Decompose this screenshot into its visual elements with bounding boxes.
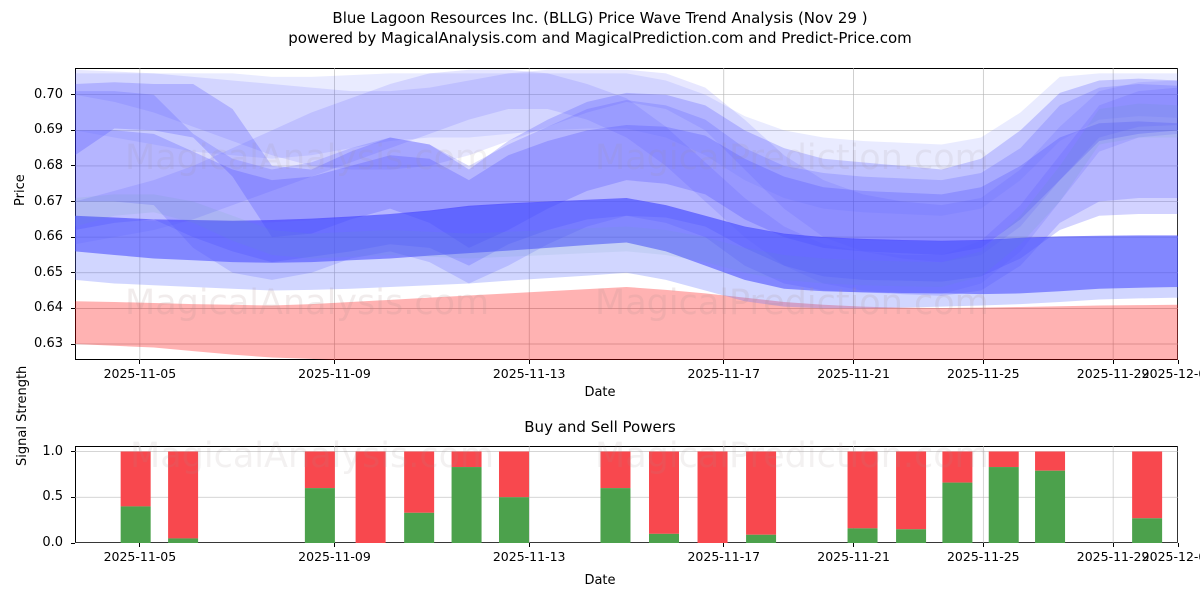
- price-y-tick: 0.65: [34, 264, 63, 280]
- chart-subtitle: powered by MagicalAnalysis.com and Magic…: [288, 29, 912, 47]
- price-x-tickmark: [853, 360, 855, 364]
- price-x-tick: 2025-11-25: [946, 366, 1020, 381]
- page-title: Blue Lagoon Resources Inc. (BLLG) Price …: [0, 8, 1200, 48]
- price-x-tickmark: [1177, 360, 1179, 364]
- signal-x-tickmark: [1177, 543, 1179, 547]
- signal-x-tick: 2025-11-25: [946, 549, 1020, 564]
- signal-x-tickmark: [139, 543, 141, 547]
- signal-chart: MagicalAnalysis.comMagicalPrediction.com…: [15, 366, 1200, 563]
- signal-y-axis-label: Signal Strength: [15, 365, 30, 466]
- price-x-tick: 2025-11-09: [298, 366, 371, 381]
- price-x-tick: 2025-11-13: [492, 366, 566, 381]
- price-y-tickmark: [71, 94, 75, 96]
- price-x-tick: 2025-11-17: [687, 366, 761, 381]
- signal-x-tickmark: [1112, 543, 1114, 547]
- price-x-tick: 2025-11-21: [817, 366, 890, 381]
- signal-x-tick: 2025-11-05: [103, 549, 177, 564]
- price-y-tickmark: [71, 343, 75, 345]
- price-y-axis-label: Price: [13, 174, 28, 206]
- signal-x-tick: 2025-11-29: [1076, 549, 1150, 564]
- signal-x-tick: 2025-11-13: [492, 549, 566, 564]
- price-chart: MagicalAnalysis.comMagicalPrediction.com…: [13, 68, 1200, 380]
- price-x-axis-label: Date: [584, 385, 616, 400]
- price-x-tick: 2025-11-05: [103, 366, 177, 381]
- signal-x-tickmark: [528, 543, 530, 547]
- signal-y-tickmark: [71, 451, 75, 452]
- signal-y-tick: 0.5: [42, 489, 63, 505]
- price-y-tickmark: [71, 165, 75, 167]
- price-x-tickmark: [334, 360, 335, 364]
- price-x-tickmark: [982, 360, 984, 364]
- signal-x-tick: 2025-11-17: [687, 549, 761, 564]
- price-x-tickmark: [723, 360, 725, 364]
- signal-x-tick: 2025-12-01: [1141, 549, 1200, 564]
- price-y-tick: 0.69: [34, 122, 63, 138]
- price-y-tickmark: [71, 272, 75, 274]
- signal-x-tickmark: [723, 543, 725, 547]
- price-y-tickmark: [71, 307, 75, 309]
- signal-y-tickmark: [71, 496, 75, 498]
- signal-x-tick: 2025-11-09: [298, 549, 371, 564]
- price-y-tick: 0.66: [34, 229, 63, 245]
- signal-x-tickmark: [334, 543, 335, 547]
- price-y-tickmark: [71, 201, 75, 202]
- signal-y-tick: 1.0: [42, 443, 63, 459]
- price-x-tick: 2025-12-01: [1141, 366, 1200, 381]
- signal-y-tickmark: [71, 542, 75, 544]
- signal-x-tickmark: [982, 543, 984, 547]
- chart-title: Blue Lagoon Resources Inc. (BLLG) Price …: [332, 9, 868, 27]
- signal-x-tickmark: [853, 543, 855, 547]
- price-x-tickmark: [1112, 360, 1114, 364]
- signal-y-tick: 0.0: [42, 535, 63, 550]
- price-x-tickmark: [139, 360, 141, 364]
- price-wave-bands: [75, 68, 1178, 360]
- price-y-tick: 0.70: [34, 86, 63, 102]
- signal-chart-title: Buy and Sell Powers: [524, 418, 676, 436]
- price-y-tick: 0.63: [34, 336, 63, 351]
- signal-x-axis-label: Date: [584, 573, 616, 588]
- price-y-tick: 0.68: [34, 157, 63, 173]
- price-x-tick: 2025-11-29: [1076, 366, 1150, 381]
- price-y-tickmark: [71, 129, 75, 131]
- signal-x-tick: 2025-11-21: [817, 549, 890, 564]
- price-x-tickmark: [528, 360, 530, 364]
- price-y-tick: 0.64: [34, 300, 63, 316]
- price-y-tick: 0.67: [34, 193, 63, 209]
- price-y-tickmark: [71, 236, 75, 238]
- buy-sell-bars: [75, 446, 1178, 543]
